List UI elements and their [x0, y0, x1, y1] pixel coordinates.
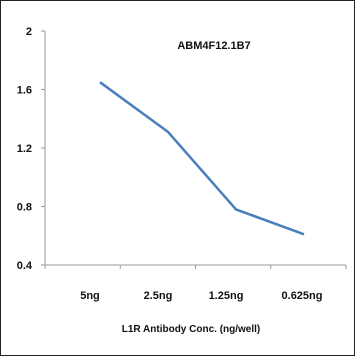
chart-title: ABM4F12.1B7	[177, 40, 250, 52]
y-tick-labels: 2 1.6 1.2 0.8 0.4	[17, 26, 45, 272]
series-line	[99, 81, 305, 236]
series-lines	[99, 81, 305, 236]
y-tick-label: 0.4	[17, 260, 33, 272]
y-tick-label: 1.2	[17, 143, 32, 155]
x-axis-label: L1R Antibody Conc. (ng/well)	[122, 324, 261, 335]
y-tick-label: 2	[26, 26, 32, 38]
x-tick-label: 2.5ng	[144, 290, 173, 302]
x-tick-label: 5ng	[80, 290, 100, 302]
y-tick-label: 0.8	[17, 202, 32, 214]
x-tick-labels: 5ng 2.5ng 1.25ng 0.625ng	[44, 265, 347, 302]
y-tick-label: 1.6	[17, 85, 32, 97]
x-tick-label: 0.625ng	[282, 290, 323, 302]
x-tick-label: 1.25ng	[209, 290, 244, 302]
